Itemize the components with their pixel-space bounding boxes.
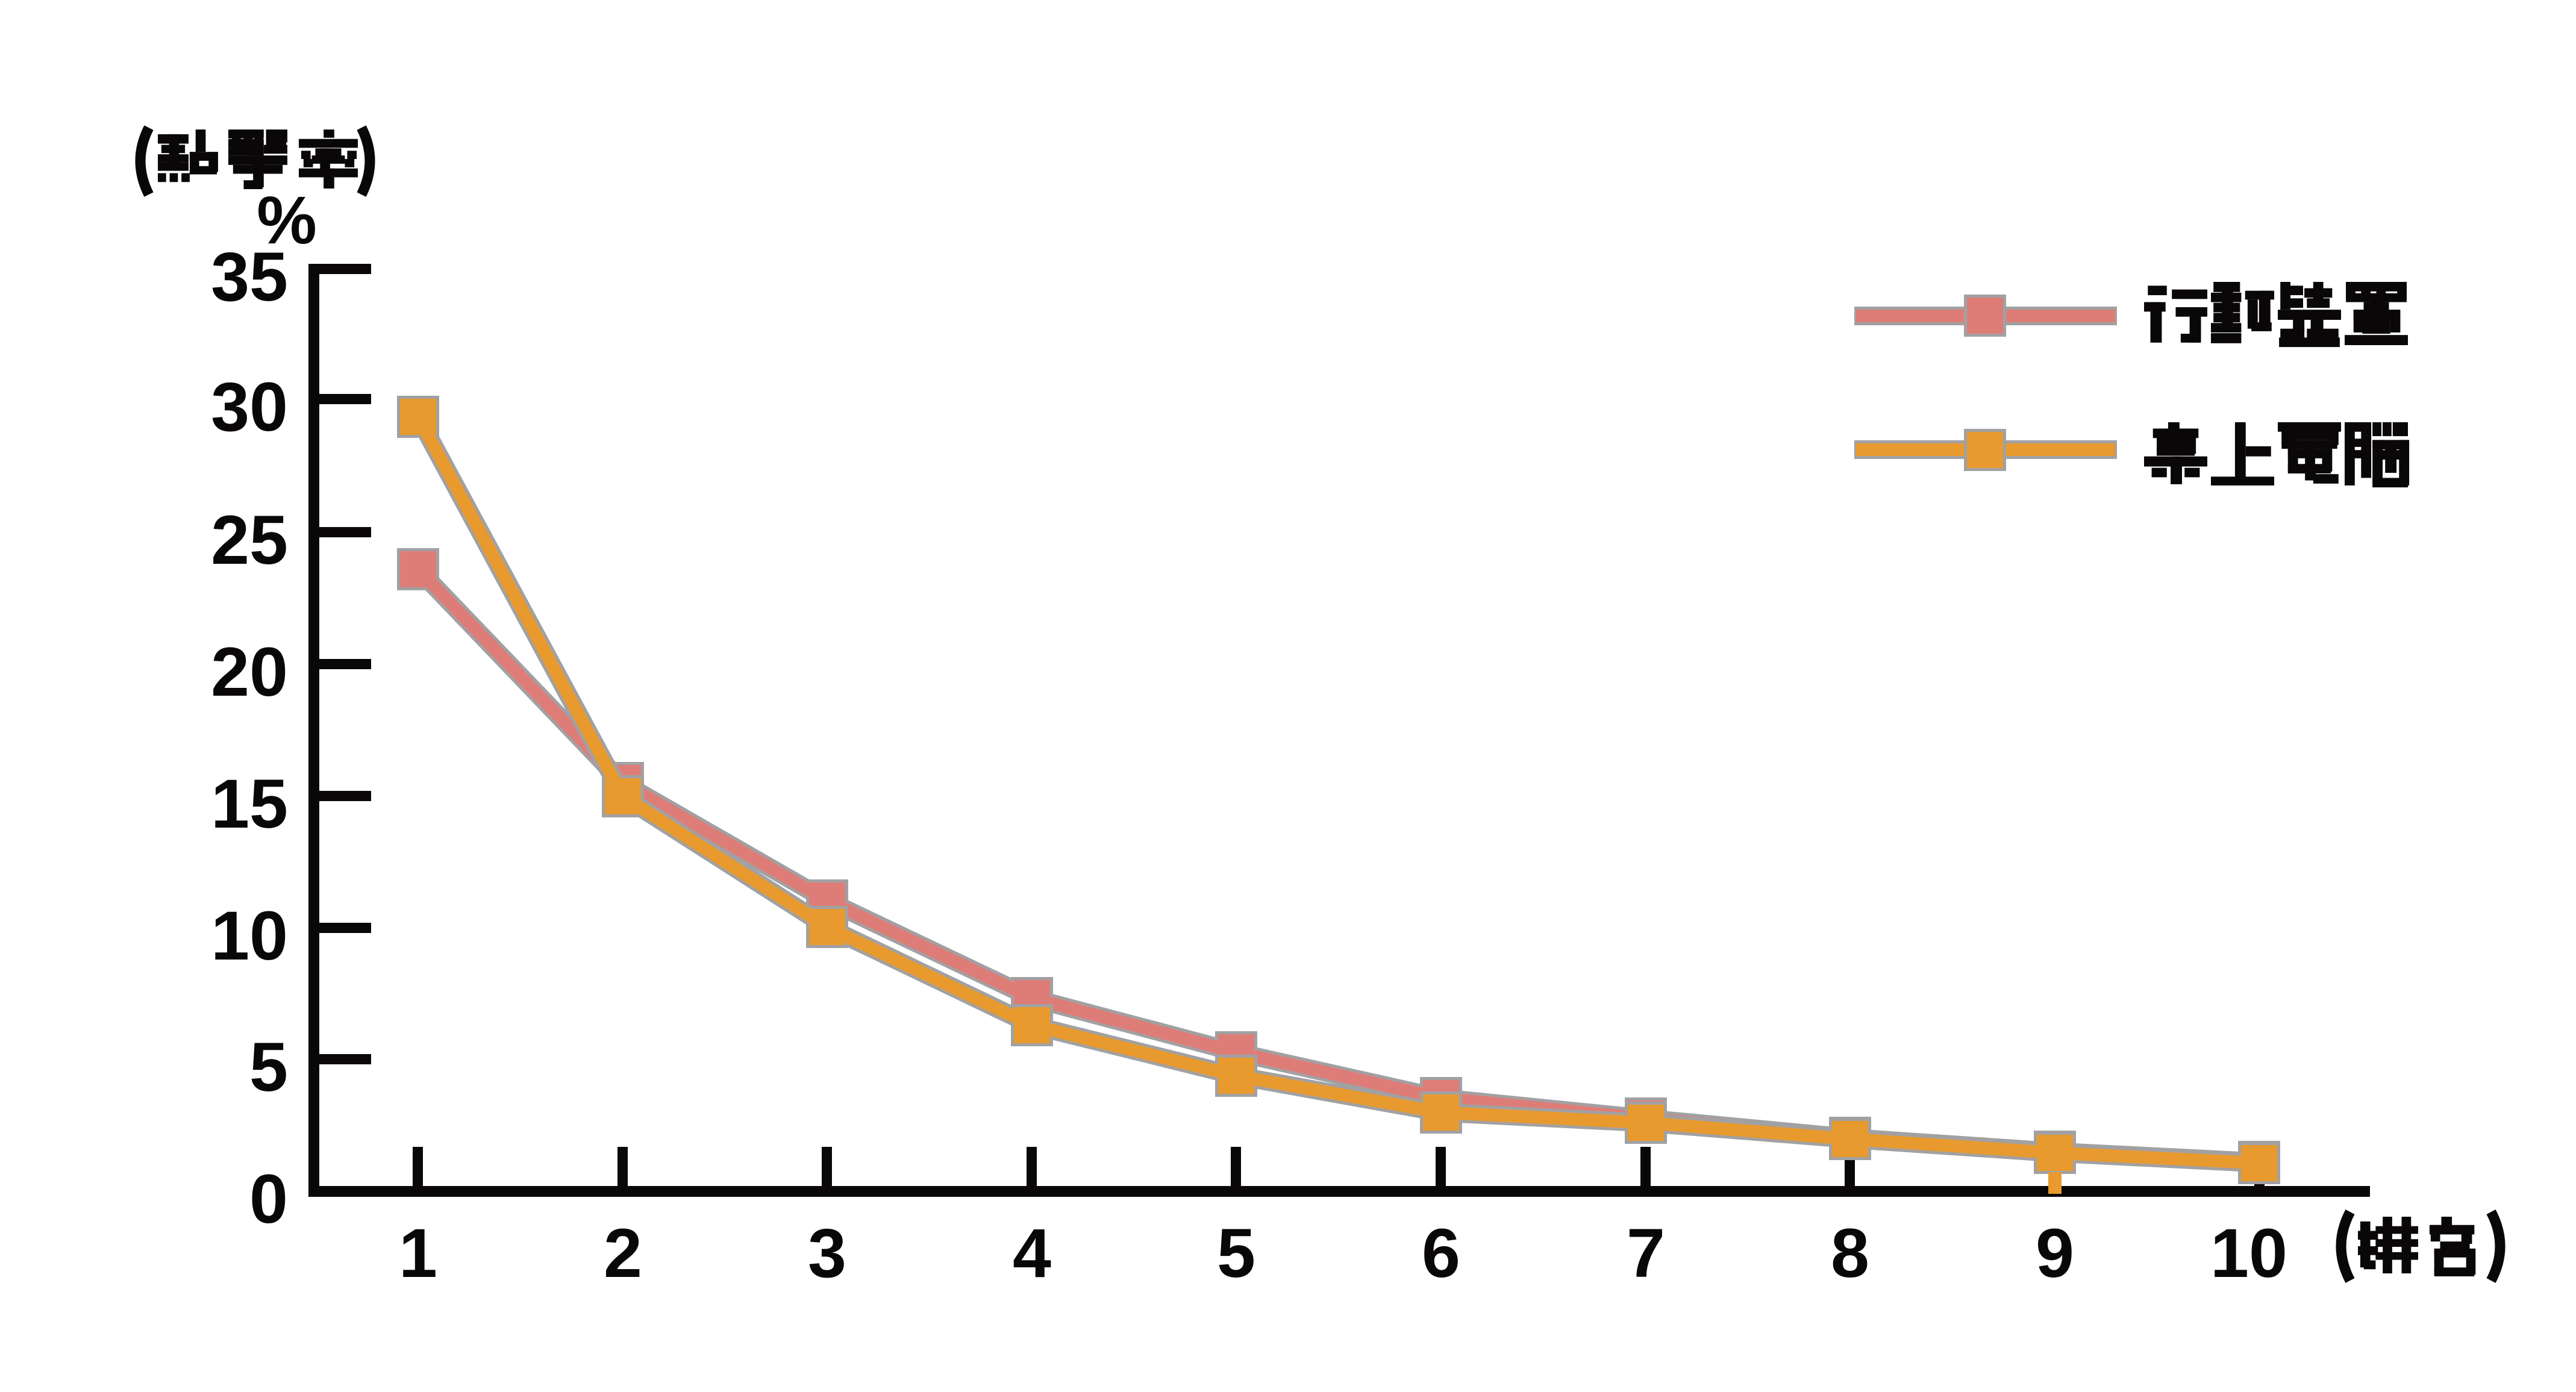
svg-text:%: % bbox=[257, 183, 317, 258]
svg-text:0: 0 bbox=[249, 1161, 288, 1238]
svg-text:30: 30 bbox=[211, 369, 288, 446]
svg-text:9: 9 bbox=[2036, 1215, 2074, 1292]
svg-text:10: 10 bbox=[2210, 1215, 2287, 1292]
svg-text:20: 20 bbox=[211, 634, 288, 711]
svg-text:3: 3 bbox=[808, 1215, 846, 1292]
svg-text:35: 35 bbox=[211, 239, 288, 316]
svg-text:10: 10 bbox=[211, 897, 288, 975]
svg-text:1: 1 bbox=[399, 1215, 437, 1292]
svg-text:2: 2 bbox=[604, 1215, 642, 1292]
svg-text:15: 15 bbox=[211, 766, 288, 843]
svg-text:6: 6 bbox=[1422, 1215, 1460, 1292]
svg-text:8: 8 bbox=[1831, 1215, 1869, 1292]
svg-text:7: 7 bbox=[1627, 1215, 1665, 1292]
svg-text:4: 4 bbox=[1013, 1215, 1051, 1292]
svg-text:25: 25 bbox=[211, 502, 288, 579]
svg-text:5: 5 bbox=[1217, 1215, 1255, 1292]
svg-text:5: 5 bbox=[249, 1029, 288, 1106]
